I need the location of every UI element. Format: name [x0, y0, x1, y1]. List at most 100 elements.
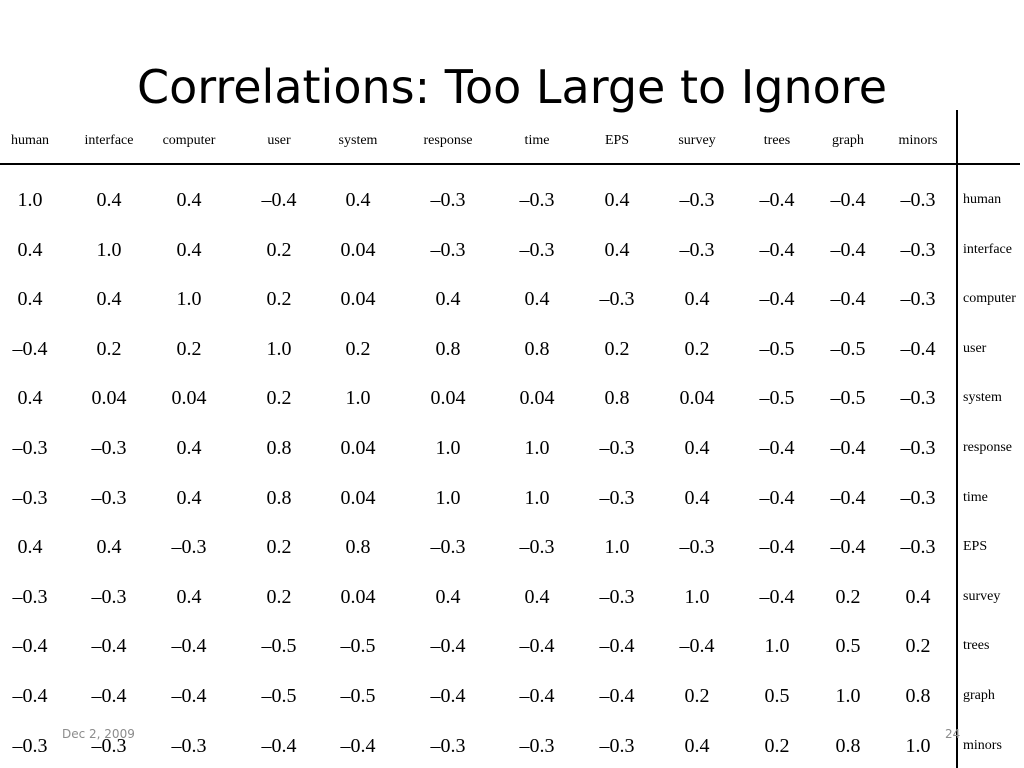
table-row: –0.4 –0.4 –0.4 –0.5 –0.5 –0.4 –0.4 –0.4 –0.4 1.0 0… [0, 634, 1024, 674]
row-label: graph [963, 688, 995, 703]
table-cell: –0.3 [12, 734, 48, 757]
table-cell: –0.4 [830, 486, 866, 509]
table-cell: –0.4 [430, 685, 466, 707]
table-row: –0.3 –0.3 0.4 0.2 0.04 0.4 0.4 –0.3 1.0 –0.4 0.2 0.… [0, 585, 1024, 625]
table-cell: –0.3 [519, 238, 555, 261]
table-cell: –0.4 [679, 635, 715, 658]
header-divider [0, 163, 1020, 165]
table-cell: –0.3 [430, 536, 466, 559]
table-cell: –0.4 [261, 734, 297, 757]
table-cell: –0.3 [599, 734, 635, 757]
table-cell: 0.8 [604, 387, 630, 410]
table-cell: 0.4 [17, 536, 43, 559]
table-row: 0.4 0.4 1.0 0.2 0.04 0.4 0.4 –0.3 0.4 –0.4 –0.4 –0.… [0, 287, 1024, 327]
row-label: human [963, 192, 1002, 207]
row-label: minors [963, 737, 1002, 753]
table-cell: –0.5 [261, 635, 297, 658]
table-cell: 0.2 [176, 337, 202, 360]
table-cell: –0.4 [12, 685, 48, 707]
table-cell: 0.2 [266, 585, 292, 608]
table-cell: 0.04 [340, 585, 376, 608]
table-cell: –0.5 [261, 685, 297, 707]
table-cell: –0.3 [91, 585, 127, 608]
table-cell: 0.2 [905, 635, 931, 658]
table-cell: –0.4 [830, 288, 866, 311]
table-cell: 0.4 [684, 734, 710, 757]
table-cell: –0.4 [12, 337, 48, 360]
table-cell: –0.3 [91, 734, 127, 757]
table-cell: 1.0 [345, 387, 371, 410]
table-cell: –0.5 [830, 387, 866, 410]
table-cell: –0.3 [900, 189, 936, 211]
table-cell: 0.4 [17, 387, 43, 410]
table-row: –0.3 –0.3 0.4 0.8 0.04 1.0 1.0 –0.3 0.4 –0.4 –0.4 –… [0, 436, 1024, 476]
row-label: response [963, 440, 1012, 455]
table-cell: 0.2 [266, 238, 292, 261]
table-cell: –0.4 [519, 635, 555, 658]
table-cell: 0.2 [266, 387, 292, 410]
column-header-minors: minors [898, 133, 938, 148]
column-header-system: system [338, 133, 378, 148]
table-cell: 1.0 [835, 685, 861, 707]
table-cell: 0.8 [345, 536, 371, 559]
table-cell: –0.4 [830, 189, 866, 211]
correlation-table: human interface computer user system response… [0, 110, 1024, 768]
table-cell: 1.0 [176, 288, 202, 311]
column-header-user: user [267, 133, 291, 148]
table-cell: 0.8 [905, 685, 931, 707]
table-cell: –0.3 [430, 189, 466, 211]
table-cell: 0.4 [524, 585, 550, 608]
table-cell: 1.0 [96, 238, 122, 261]
page-number: 24 [945, 727, 961, 741]
table-cell: 0.5 [835, 635, 861, 658]
table-cell: 0.4 [176, 437, 202, 459]
table-cell: 0.4 [176, 238, 202, 261]
column-header-response: response [423, 133, 473, 148]
table-cell: 0.4 [604, 189, 630, 211]
table-cell: 1.0 [764, 635, 790, 658]
table-cell: 0.4 [96, 189, 122, 211]
table-cell: –0.3 [171, 536, 207, 559]
table-cell: 0.04 [340, 437, 376, 459]
table-cell: 0.4 [604, 238, 630, 261]
table-cell: –0.4 [759, 585, 795, 608]
table-cell: –0.4 [91, 685, 127, 707]
column-header-time: time [524, 133, 550, 148]
table-cell: 0.4 [905, 585, 931, 608]
table-cell: 1.0 [604, 536, 630, 559]
table-cell: 0.04 [340, 238, 376, 261]
table-cell: 0.4 [176, 189, 202, 211]
table-cell: 0.8 [524, 337, 550, 360]
table-cell: –0.3 [91, 437, 127, 459]
table-cell: –0.4 [900, 337, 936, 360]
table-cell: 0.2 [604, 337, 630, 360]
row-label: trees [963, 638, 990, 654]
table-cell: 0.04 [91, 387, 127, 410]
column-header-eps: EPS [604, 133, 630, 148]
table-cell: –0.4 [12, 635, 48, 658]
slide-title: Correlations: Too Large to Ignore [136, 59, 888, 114]
table-cell: 1.0 [17, 189, 43, 211]
table-cell: –0.3 [519, 734, 555, 757]
table-cell: 0.04 [171, 387, 207, 410]
table-cell: 0.4 [435, 288, 461, 311]
table-cell: –0.3 [519, 189, 555, 211]
table-row: 1.0 0.4 0.4 –0.4 0.4 –0.3 –0.3 0.4 –0.3 –0.4 –0.4 –… [0, 188, 1024, 228]
table-cell: 1.0 [435, 486, 461, 509]
table-cell: –0.3 [12, 585, 48, 608]
table-cell: –0.4 [430, 635, 466, 658]
table-cell: –0.3 [679, 238, 715, 261]
table-cell: 0.8 [835, 734, 861, 757]
table-cell: –0.4 [830, 536, 866, 559]
table-cell: 0.4 [684, 288, 710, 311]
table-cell: 0.8 [266, 486, 292, 509]
row-label: computer [963, 291, 1016, 307]
table-cell: 0.04 [340, 288, 376, 311]
table-cell: 0.8 [266, 437, 292, 459]
table-cell: –0.3 [12, 437, 48, 459]
table-cell: –0.4 [759, 288, 795, 311]
table-cell: –0.4 [599, 635, 635, 658]
table-cell: –0.4 [759, 189, 795, 211]
table-cell: 0.04 [679, 387, 715, 410]
